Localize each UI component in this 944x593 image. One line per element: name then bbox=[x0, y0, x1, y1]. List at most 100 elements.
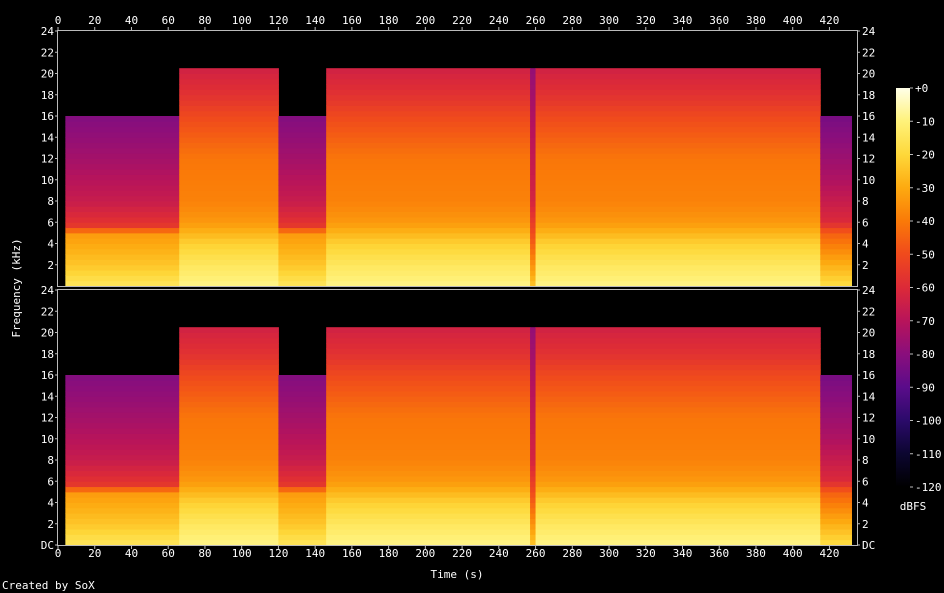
spectrogram-cell bbox=[530, 390, 537, 397]
y-tick-label: 14 bbox=[862, 390, 876, 403]
spectrogram-cell bbox=[179, 227, 279, 234]
spectrogram-cell bbox=[535, 158, 821, 165]
x-tick-label: 20 bbox=[88, 14, 101, 27]
spectrogram-cell bbox=[535, 438, 821, 445]
spectrogram-cell bbox=[326, 84, 531, 90]
y-tick-label: 14 bbox=[41, 390, 55, 403]
spectrogram-cell bbox=[326, 201, 531, 207]
spectrogram-cell bbox=[530, 375, 537, 381]
spectrogram-cell bbox=[179, 460, 279, 466]
spectrogram-cell bbox=[326, 385, 531, 392]
spectrogram-cell bbox=[535, 454, 821, 461]
spectrogram-cell bbox=[65, 201, 180, 207]
spectrogram-cell bbox=[530, 110, 537, 117]
spectrogram-cell bbox=[278, 259, 327, 266]
spectrogram-cell bbox=[65, 470, 180, 477]
spectrogram-cell bbox=[820, 254, 852, 260]
spectrogram-cell bbox=[530, 513, 537, 519]
spectrogram-cell bbox=[65, 206, 180, 213]
spectrogram-cell bbox=[326, 337, 531, 344]
spectrogram-cell bbox=[65, 222, 180, 229]
spectrogram-cell bbox=[820, 518, 852, 525]
spectrogram-cell bbox=[530, 232, 537, 239]
spectrogram-cell bbox=[179, 348, 279, 355]
x-tick-label: 280 bbox=[562, 547, 582, 560]
spectrogram-cell bbox=[179, 121, 279, 128]
spectrogram-cell bbox=[326, 412, 531, 418]
spectrogram-cell bbox=[820, 126, 852, 133]
spectrogram-cell bbox=[278, 137, 327, 144]
spectrogram-cell bbox=[278, 481, 327, 488]
spectrogram-cell bbox=[326, 470, 531, 477]
x-tick-label: 160 bbox=[342, 14, 362, 27]
y-tick-label: 18 bbox=[862, 348, 875, 361]
spectrogram-cell bbox=[65, 375, 180, 381]
spectrogram-cell bbox=[530, 475, 537, 482]
spectrogram-cell bbox=[179, 523, 279, 530]
x-tick-label: 60 bbox=[162, 14, 175, 27]
spectrogram-cell bbox=[179, 270, 279, 276]
spectrogram-cell bbox=[820, 248, 852, 255]
axes: 0 0 20 20 40 40 60 60 80 80 100 100 120 120 140 140 160 1… bbox=[41, 14, 876, 560]
spectrogram-cell bbox=[530, 227, 537, 234]
x-tick-label: 100 bbox=[232, 547, 252, 560]
spectrogram-cell bbox=[820, 529, 852, 535]
spectrogram-cell bbox=[820, 470, 852, 477]
spectrogram-cell bbox=[278, 534, 327, 541]
spectrogram-cell bbox=[65, 475, 180, 482]
x-tick-label: 0 bbox=[55, 14, 62, 27]
spectrogram-cell bbox=[535, 105, 821, 112]
spectrogram-cell bbox=[530, 195, 537, 202]
y-tick-label: DC bbox=[41, 539, 54, 552]
x-tick-label: 40 bbox=[125, 14, 138, 27]
colorbar-unit-label: dBFS bbox=[900, 500, 927, 513]
spectrogram-cell bbox=[179, 359, 279, 365]
spectrogram-cell bbox=[530, 142, 537, 149]
spectrogram-cell bbox=[326, 539, 531, 546]
spectrogram-cell bbox=[179, 449, 279, 456]
spectrogram-cell bbox=[65, 248, 180, 255]
spectrogram-panels bbox=[57, 30, 858, 546]
spectrogram-cell bbox=[65, 195, 180, 202]
x-tick-label: 40 bbox=[125, 547, 138, 560]
spectrogram-cell bbox=[326, 491, 531, 498]
spectrogram-cell bbox=[535, 174, 821, 181]
spectrogram-cell bbox=[530, 222, 537, 229]
x-tick-label: 200 bbox=[415, 547, 435, 560]
spectrogram-cell bbox=[278, 502, 327, 509]
spectrogram-cell bbox=[179, 147, 279, 154]
spectrogram-cell bbox=[65, 422, 180, 429]
spectrogram-cell bbox=[530, 259, 537, 266]
spectrogram-cell bbox=[179, 89, 279, 96]
spectrogram-cell bbox=[65, 116, 180, 122]
spectrogram-cell bbox=[530, 539, 537, 546]
spectrogram-cell bbox=[535, 259, 821, 266]
spectrogram-cell bbox=[535, 401, 821, 408]
spectrogram-cell bbox=[65, 433, 180, 440]
x-tick-label: 120 bbox=[268, 14, 288, 27]
colorbar-tick-label: -10 bbox=[915, 115, 935, 128]
spectrogram-cell bbox=[326, 275, 531, 282]
spectrogram-cell bbox=[820, 211, 852, 218]
spectrogram-cell bbox=[535, 73, 821, 80]
spectrogram-cell bbox=[65, 523, 180, 530]
spectrogram-cell bbox=[179, 507, 279, 514]
x-tick-label: 400 bbox=[783, 547, 803, 560]
spectrogram-cell bbox=[179, 174, 279, 181]
spectrogram-cell bbox=[326, 211, 531, 218]
y-tick-label: 16 bbox=[862, 110, 875, 123]
spectrogram-cell bbox=[530, 163, 537, 170]
y-tick-label: 20 bbox=[862, 68, 875, 81]
y-tick-label: 4 bbox=[47, 497, 54, 510]
spectrogram-cell bbox=[820, 227, 852, 234]
colorbar-tick-label: -70 bbox=[915, 315, 935, 328]
spectrogram-cell bbox=[179, 105, 279, 112]
spectrogram-cell bbox=[326, 227, 531, 234]
spectrogram-cell bbox=[326, 523, 531, 530]
x-tick-label: 260 bbox=[526, 547, 546, 560]
spectrogram-cell bbox=[278, 179, 327, 186]
spectrogram-cell bbox=[820, 380, 852, 387]
spectrogram-cell bbox=[179, 232, 279, 239]
spectrogram-cell bbox=[535, 169, 821, 175]
x-tick-label: 220 bbox=[452, 14, 472, 27]
